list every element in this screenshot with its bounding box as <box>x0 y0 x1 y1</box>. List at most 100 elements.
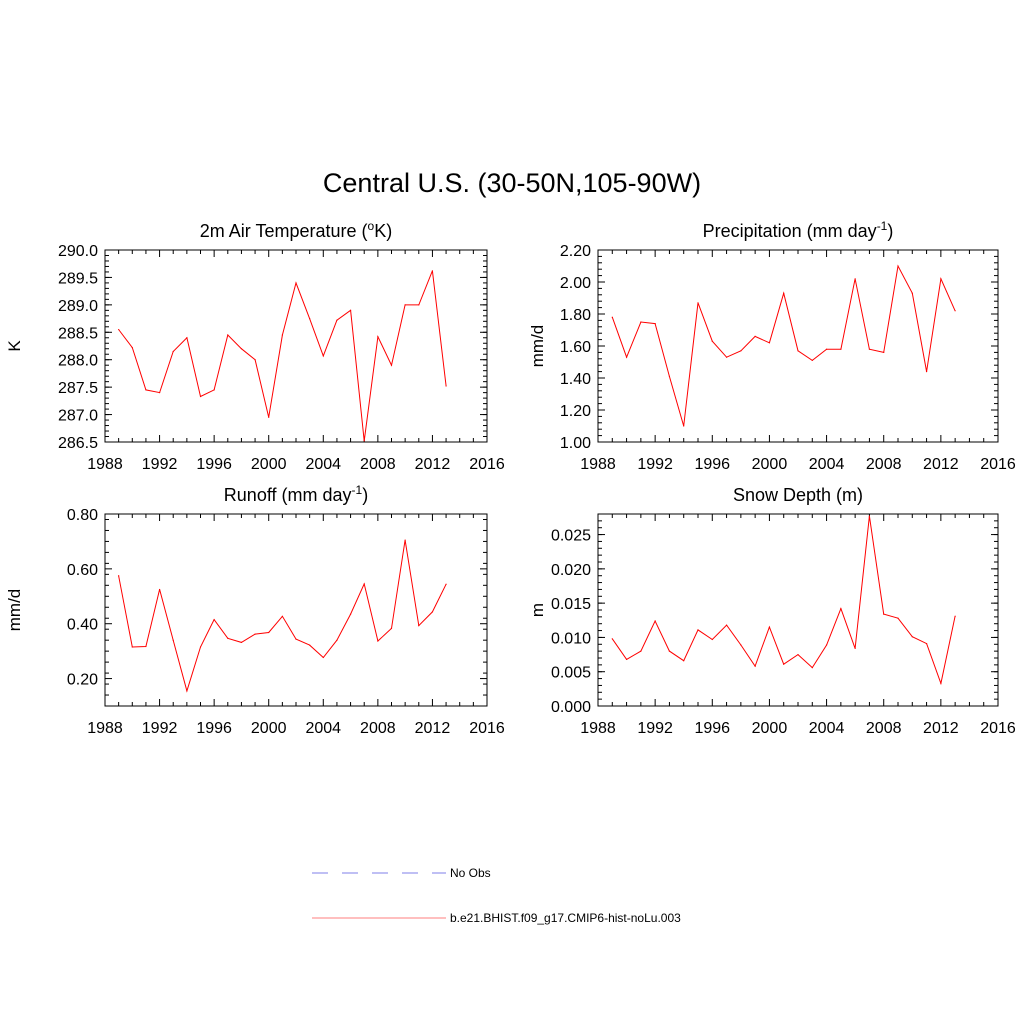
subplot-title-main: Precipitation (mm day <box>703 221 877 241</box>
x-tick-label: 1992 <box>637 456 673 473</box>
data-point <box>281 334 283 336</box>
data-point <box>418 304 420 306</box>
data-point <box>390 627 393 629</box>
y-tick-label: 288.0 <box>58 353 98 370</box>
data-point <box>683 660 685 662</box>
data-point <box>145 389 147 391</box>
data-point <box>683 425 685 427</box>
y-axis-label: mm/d <box>5 589 24 632</box>
subplot-title-tail: ) <box>887 221 893 241</box>
data-point <box>625 356 628 358</box>
data-point <box>611 316 613 318</box>
x-tick-label: 2000 <box>752 456 788 473</box>
data-point <box>377 336 379 338</box>
data-point <box>295 282 297 284</box>
legend-label: b.e21.BHIST.f09_g17.CMIP6-hist-noLu.003 <box>450 911 681 925</box>
data-point <box>172 639 174 641</box>
data-point <box>145 645 147 648</box>
y-tick-label: 0.80 <box>67 507 98 524</box>
data-point <box>897 265 899 267</box>
y-tick-label: 0.60 <box>67 562 98 579</box>
subplot-title-tail: ) <box>362 485 368 505</box>
y-tick-label: 0.40 <box>67 617 98 634</box>
plot-frame <box>597 513 999 707</box>
data-point <box>186 690 188 692</box>
data-point <box>281 615 283 617</box>
data-point <box>940 682 942 684</box>
data-point <box>797 350 799 352</box>
data-point <box>954 310 956 312</box>
data-point <box>404 539 406 541</box>
x-tick-label: 2012 <box>923 720 959 737</box>
data-point <box>768 342 771 344</box>
data-point <box>940 278 942 280</box>
data-point <box>295 638 297 640</box>
data-point <box>925 643 928 645</box>
x-tick-label: 1992 <box>142 456 178 473</box>
y-tick-label: 1.20 <box>560 403 591 420</box>
data-point <box>418 625 420 627</box>
data-point <box>754 335 756 337</box>
data-point <box>840 348 842 350</box>
y-tick-label: 1.00 <box>560 435 591 452</box>
y-tick-label: 287.0 <box>58 408 98 425</box>
data-point <box>349 613 352 615</box>
data-point <box>390 364 393 366</box>
data-point <box>227 637 229 639</box>
data-point <box>199 395 202 398</box>
x-tick-label: 2000 <box>251 720 287 737</box>
data-point <box>883 613 885 615</box>
x-tick-label: 1988 <box>87 456 123 473</box>
data-point <box>854 278 856 280</box>
subplot-title: Runoff (mm day-1) <box>224 483 368 505</box>
x-tick-label: 2008 <box>360 720 396 737</box>
y-tick-label: 1.40 <box>560 371 591 388</box>
data-point <box>911 636 913 638</box>
x-tick-label: 2016 <box>469 720 505 737</box>
data-point <box>668 650 671 652</box>
x-tick-label: 2008 <box>866 720 902 737</box>
y-axis-label: mm/d <box>528 325 547 368</box>
data-point <box>186 337 188 339</box>
x-tick-label: 1996 <box>196 456 232 473</box>
data-point <box>363 440 365 442</box>
series-line <box>611 264 956 427</box>
subplot-title-tail: K) <box>374 221 392 241</box>
series-line <box>118 540 447 693</box>
data-point <box>431 270 434 272</box>
data-point <box>783 292 785 294</box>
data-point <box>925 371 928 373</box>
data-point <box>797 653 799 656</box>
data-point <box>322 355 324 357</box>
data-point <box>740 350 742 352</box>
data-point <box>654 620 656 622</box>
x-tick-label: 2016 <box>980 720 1016 737</box>
y-tick-label: 0.000 <box>551 699 591 716</box>
series-line <box>611 516 956 686</box>
y-tick-label: 0.20 <box>67 672 98 689</box>
data-point <box>725 356 728 358</box>
x-tick-label: 1996 <box>196 720 232 737</box>
data-point <box>309 644 311 646</box>
legend-item-model: b.e21.BHIST.f09_g17.CMIP6-hist-noLu.003 <box>310 909 681 927</box>
subplot-title-superscript: -1 <box>352 483 363 497</box>
panel-snow-depth: 1988 1992 1996 2000 2004 2008 2012 2016 0.000 0.0… <box>528 485 1016 737</box>
plot-frame <box>104 513 488 707</box>
x-tick-label: 1988 <box>87 720 123 737</box>
data-point <box>811 359 813 361</box>
data-point <box>118 328 120 331</box>
data-point <box>697 302 699 304</box>
data-point <box>431 611 434 613</box>
y-tick-label: 1.60 <box>560 339 591 356</box>
data-point <box>840 608 842 610</box>
y-tick-label: 0.025 <box>551 528 591 545</box>
data-point <box>131 347 133 349</box>
data-point <box>783 663 785 665</box>
data-point <box>377 640 379 642</box>
legend-line-solid <box>312 917 446 919</box>
x-tick-label: 2012 <box>415 456 451 473</box>
subplot-title-superscript: -1 <box>877 219 888 233</box>
main-title: Central U.S. (30-50N,105-90W) <box>322 168 702 198</box>
x-tick-label: 2012 <box>415 720 451 737</box>
data-point <box>240 348 243 350</box>
